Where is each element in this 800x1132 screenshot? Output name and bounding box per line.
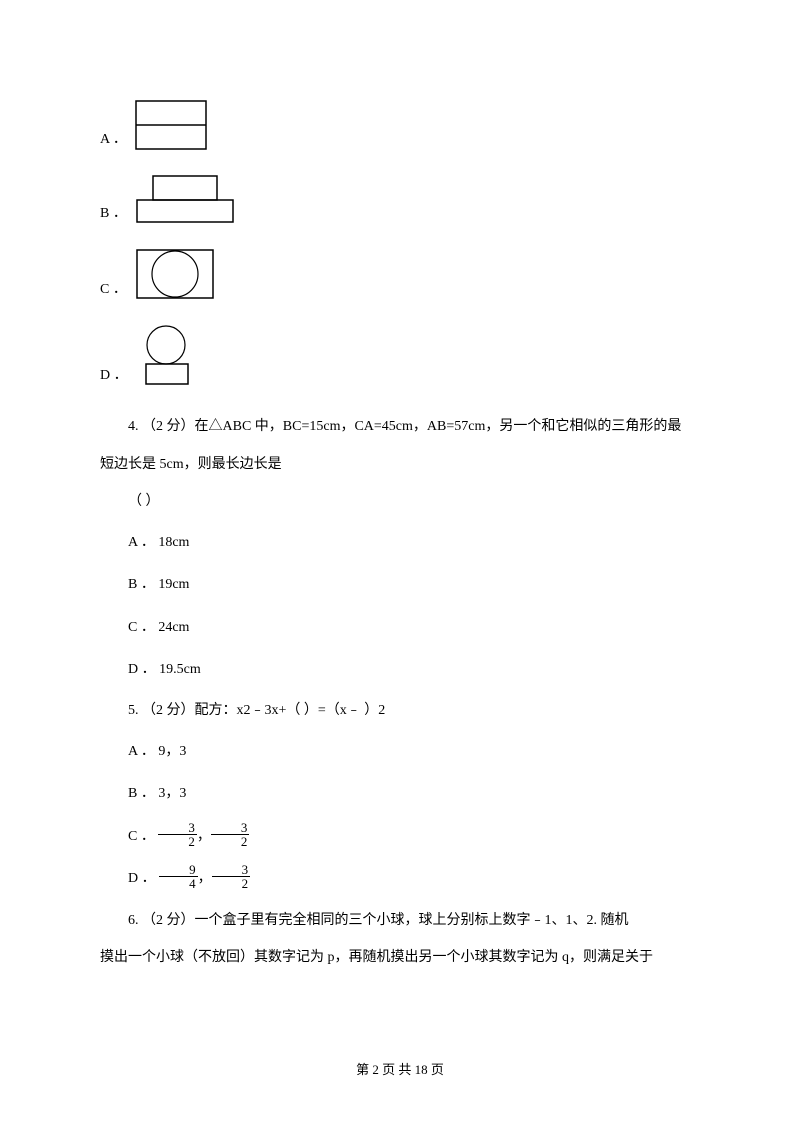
q4-opt-a: A ． 18cm: [100, 525, 700, 561]
frac-3-2-b: 32: [211, 821, 250, 848]
q4-opt-d: D ． 19.5cm: [100, 652, 700, 688]
q5-text: 5. （2 分）配方：x2﹣3x+（ ）=（x﹣ ）2: [100, 694, 700, 728]
q5-c-prefix: C ．: [128, 829, 158, 844]
q5-opt-c: C ． 32，32: [100, 819, 700, 855]
figure-c-svg: [135, 248, 215, 300]
q5-opt-b: B ． 3，3: [100, 776, 700, 812]
frac-3-2-c: 32: [212, 863, 251, 890]
figure-a-svg: [135, 100, 207, 150]
option-b-label: B ．: [100, 202, 127, 224]
q4-line2: 短边长是 5cm，则最长边长是: [100, 448, 700, 482]
q4-opt-b: B ． 19cm: [100, 567, 700, 603]
q4-bracket: （ ）: [100, 485, 700, 519]
frac-9-4: 94: [159, 863, 198, 890]
page-content: A ． B ． C ． D ． 4. （2 分）在△ABC 中，BC=15cm，…: [0, 0, 800, 1019]
figure-d-svg: [136, 324, 198, 386]
q5-opt-a: A ． 9，3: [100, 734, 700, 770]
option-d-label: D ．: [100, 364, 128, 386]
option-c-label: C ．: [100, 278, 127, 300]
q5-d-prefix: D ．: [128, 871, 159, 886]
page-footer: 第 2 页 共 18 页: [0, 1059, 800, 1078]
q4-line1: 4. （2 分）在△ABC 中，BC=15cm，CA=45cm，AB=57cm，…: [100, 410, 700, 444]
frac-3-2-a: 32: [158, 821, 197, 848]
q5-opt-d: D ． 94，32: [100, 861, 700, 897]
figure-option-c: C ．: [100, 248, 700, 300]
figure-b-svg: [135, 174, 235, 224]
figure-option-a: A ．: [100, 100, 700, 150]
figure-option-b: B ．: [100, 174, 700, 224]
option-a-label: A ．: [100, 128, 127, 150]
q4-opt-c: C ． 24cm: [100, 610, 700, 646]
q6-line1: 6. （2 分）一个盒子里有完全相同的三个小球，球上分别标上数字﹣1、1、2. …: [100, 904, 700, 938]
figure-option-d: D ．: [100, 324, 700, 386]
q6-line2: 摸出一个小球（不放回）其数字记为 p，再随机摸出另一个小球其数字记为 q，则满足…: [100, 941, 700, 975]
